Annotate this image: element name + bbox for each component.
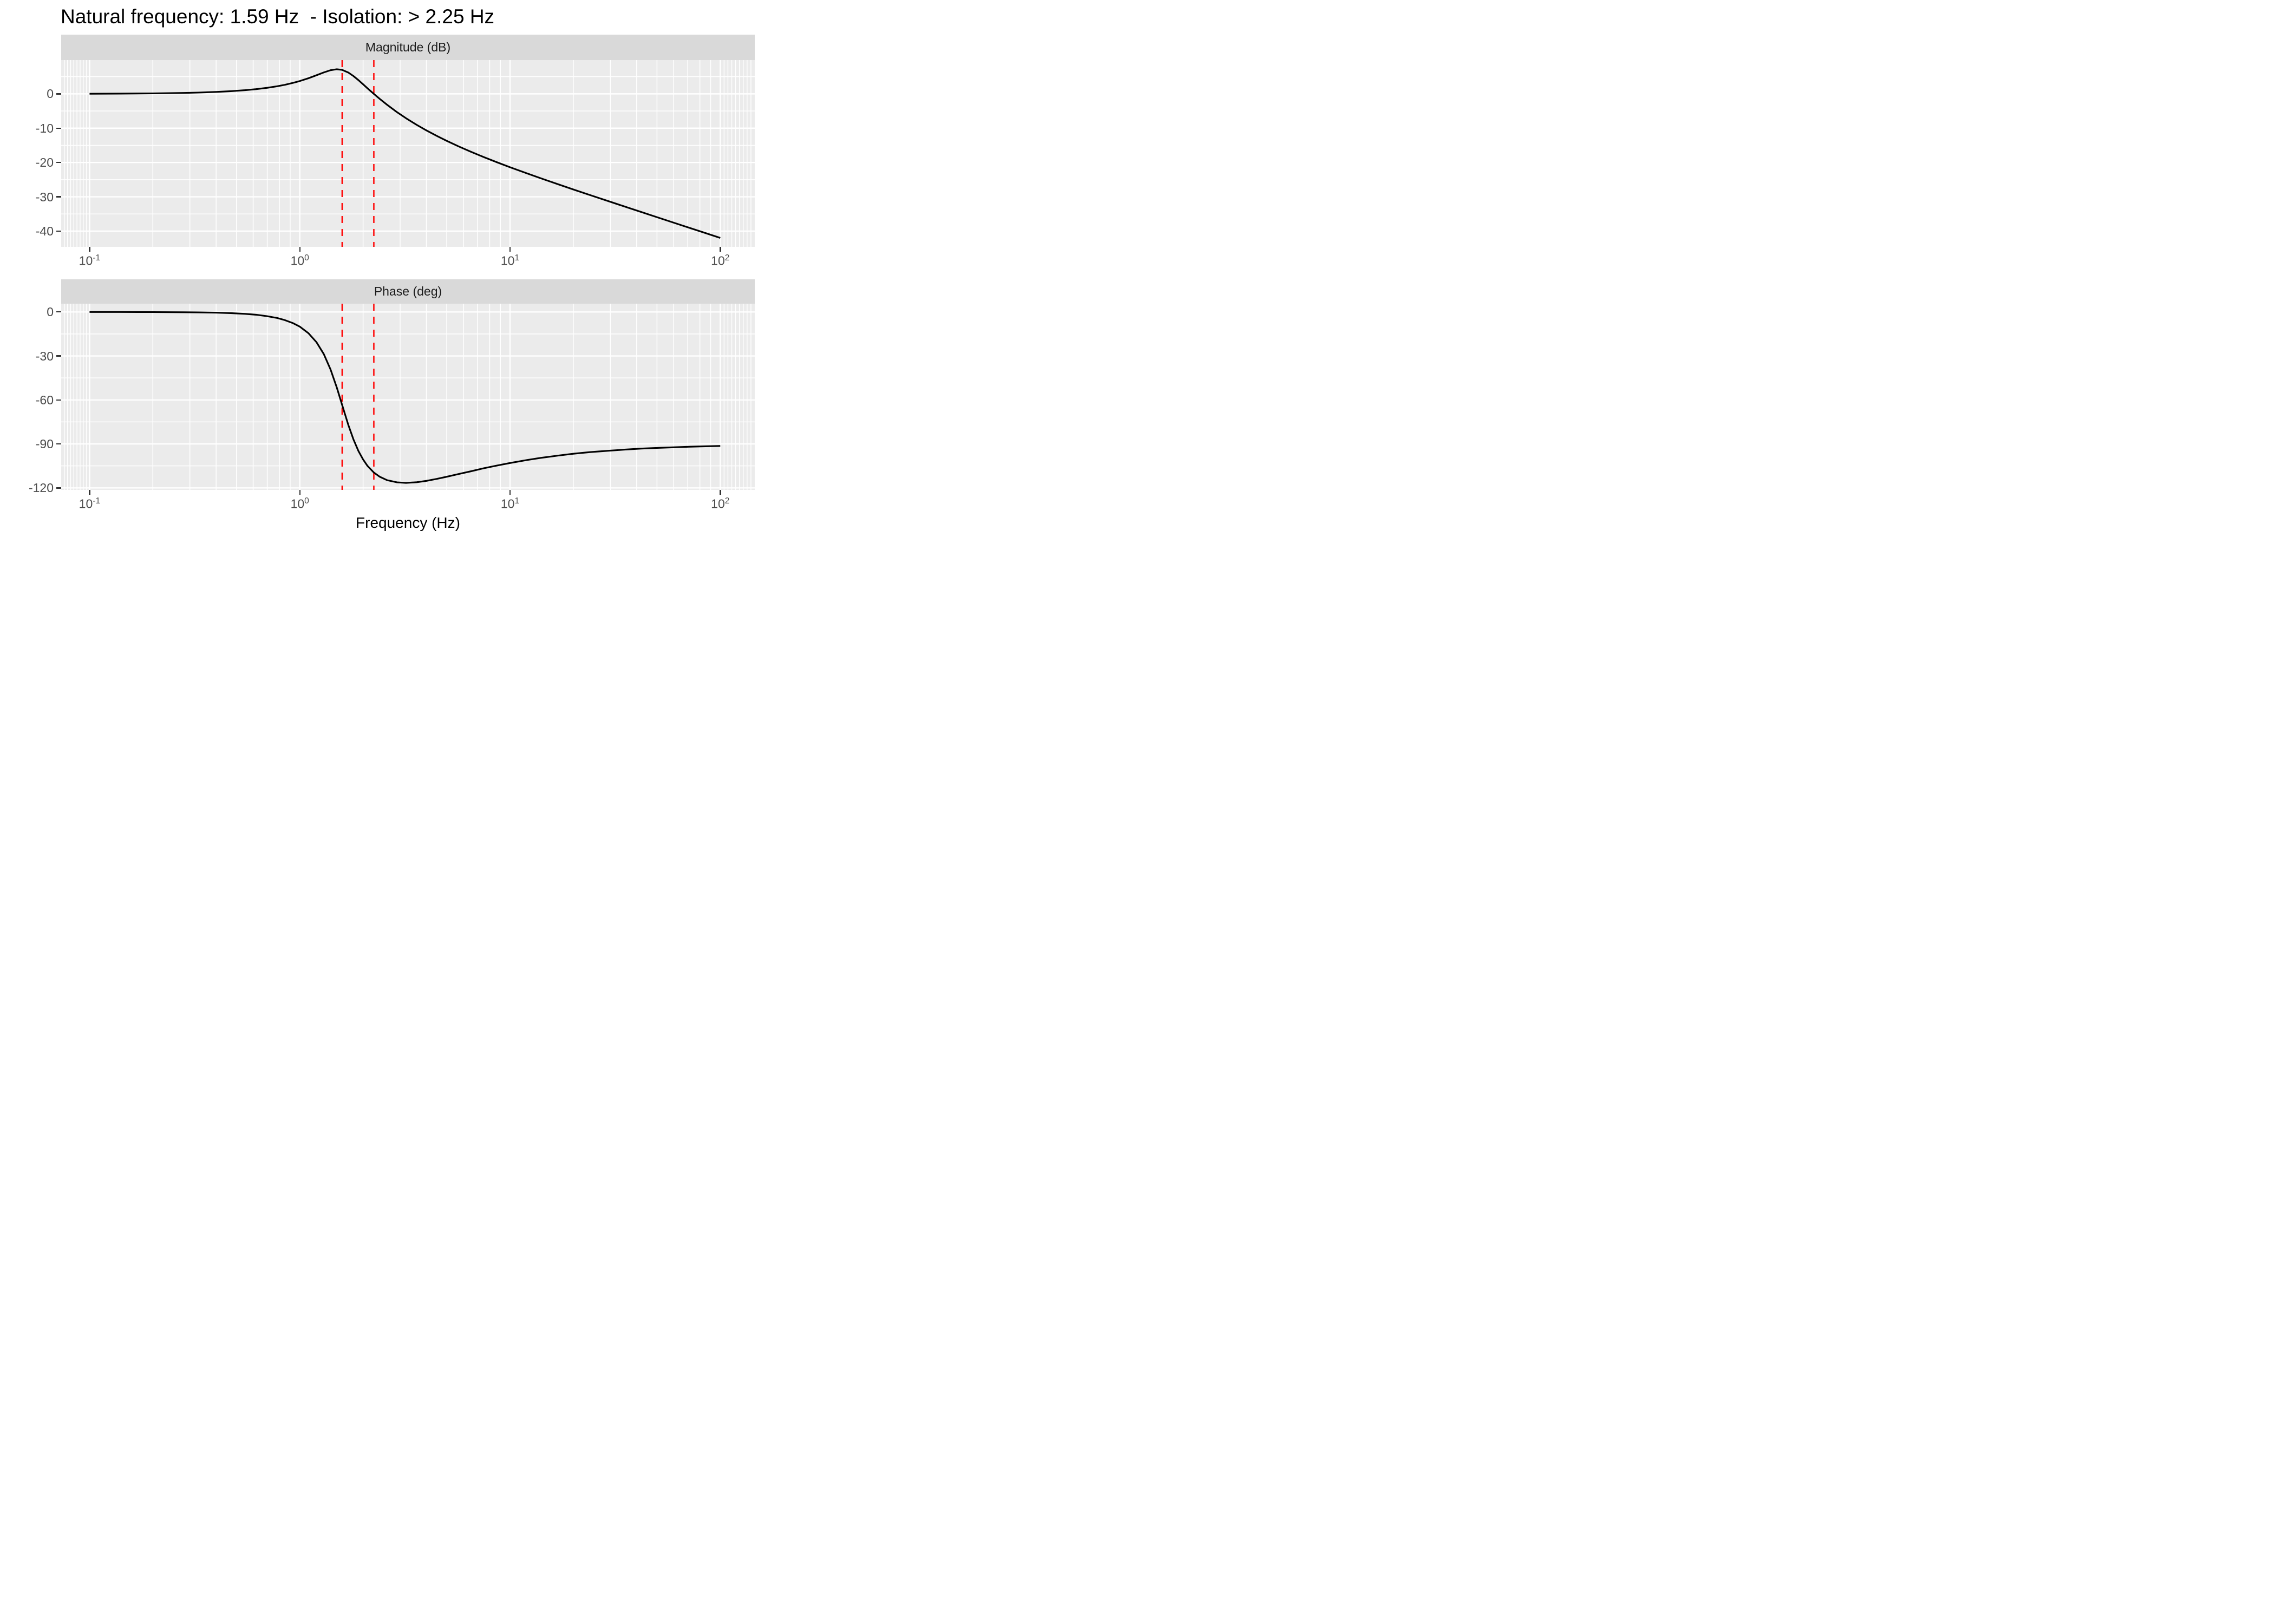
y-tick-label: -30 [35,189,54,204]
x-tick-mark [299,247,300,252]
x-tick-label: 101 [500,253,520,268]
y-tick-label: -90 [35,437,54,451]
y-tick-label: -10 [35,121,54,135]
x-tick-mark [89,247,90,252]
x-tick-mark [509,490,511,495]
x-tick-label: 100 [290,253,309,268]
y-tick-label: -20 [35,155,54,170]
y-tick-label: -40 [35,224,54,238]
strip-magnitude-label: Magnitude (dB) [365,40,451,54]
x-tick-label: 101 [500,496,520,511]
x-tick-label: 102 [711,253,730,268]
y-tick-mark [56,161,61,163]
x-tick-mark [89,490,90,495]
plot-title: Natural frequency: 1.59 Hz - Isolation: … [61,5,495,28]
y-tick-mark [56,355,61,357]
y-tick-mark [56,487,61,489]
y-tick-label: 0 [47,305,54,319]
y-tick-mark [56,230,61,232]
phase-curve [89,311,721,484]
phase-panel [61,304,755,490]
x-tick-mark [299,490,300,495]
x-tick-label: 10-1 [79,496,101,511]
y-tick-mark [56,443,61,445]
bode-plot-figure: Natural frequency: 1.59 Hz - Isolation: … [0,0,758,541]
x-tick-label: 102 [711,496,730,511]
y-tick-mark [56,399,61,401]
strip-phase: Phase (deg) [61,279,755,304]
strip-phase-label: Phase (deg) [374,284,442,298]
y-tick-mark [56,311,61,313]
y-tick-mark [56,127,61,129]
x-tick-label: 100 [290,496,309,511]
y-tick-label: -120 [28,481,54,495]
x-tick-mark [720,490,721,495]
magnitude-panel [61,60,755,247]
x-tick-mark [720,247,721,252]
y-tick-mark [56,93,61,95]
y-tick-label: 0 [47,87,54,101]
y-tick-label: -30 [35,349,54,363]
magnitude-plot-area [61,60,755,247]
strip-magnitude: Magnitude (dB) [61,35,755,60]
y-tick-mark [56,196,61,198]
x-tick-mark [509,247,511,252]
magnitude-curve [89,68,721,239]
x-tick-label: 10-1 [79,253,101,268]
y-tick-label: -60 [35,392,54,407]
phase-plot-area [61,304,755,490]
x-axis-title: Frequency (Hz) [356,514,460,531]
